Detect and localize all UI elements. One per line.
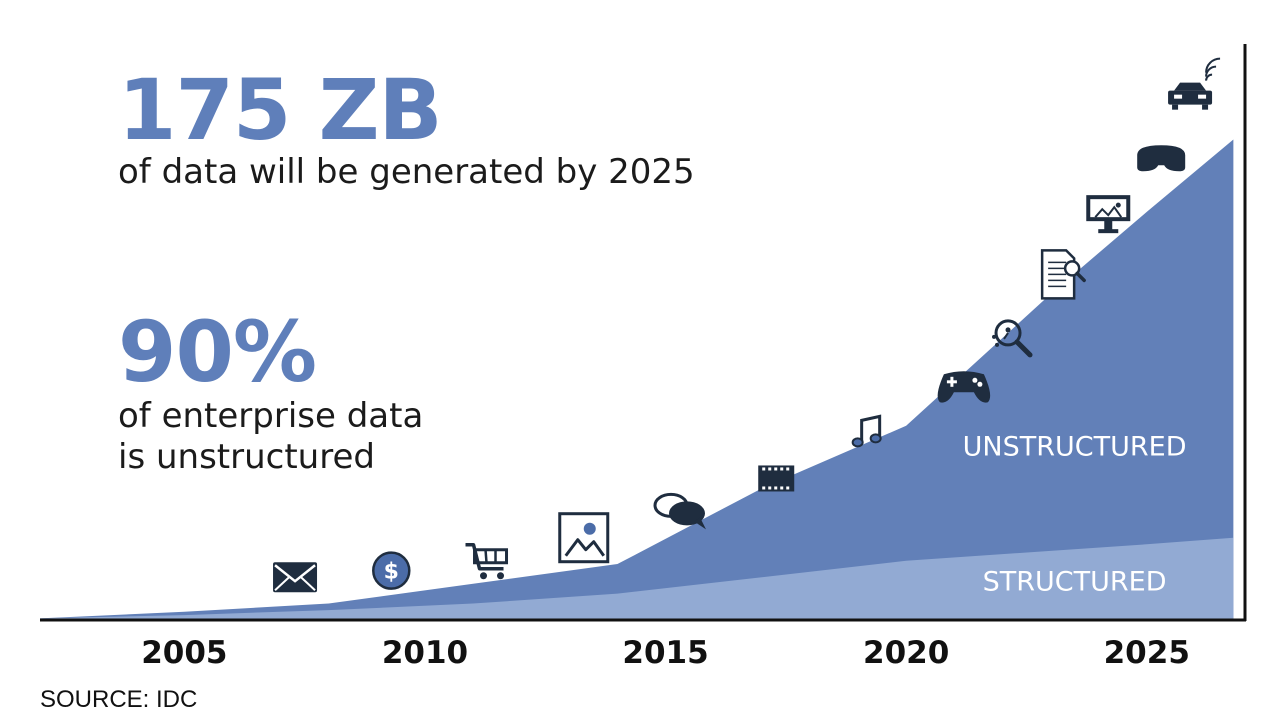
x-tick-label-2025: 2025 [1104,635,1190,671]
connected-car-icon [1168,57,1221,110]
music-note-icon [851,414,882,448]
speech-bubbles-icon [653,492,706,530]
vr-headset-icon [1137,145,1186,172]
series-label-structured: STRUCTURED [983,566,1167,597]
x-tick-label-2015: 2015 [622,635,708,671]
stat-90pct-caption-line-1: of enterprise data [118,396,424,436]
x-tick-label-2010: 2010 [382,635,468,671]
series-label-unstructured: UNSTRUCTURED [963,431,1187,462]
stat-90pct-caption: of enterprise data is unstructured [118,396,518,478]
x-tick-label-2005: 2005 [141,635,227,671]
area-structured [40,537,1234,620]
dollar-coin-icon: $ [372,551,411,590]
stat-90pct-caption-line-2: is unstructured [118,436,375,477]
area-unstructured [40,139,1234,621]
envelope-icon [273,562,318,593]
stat-175zb-caption: of data will be generated by 2025 [118,152,695,192]
film-strip-icon [758,465,795,492]
picture-icon [558,512,610,564]
x-tick-label-2020: 2020 [863,635,949,671]
document-search-icon [1040,249,1086,300]
source-credit: SOURCE: IDC [40,686,198,713]
billboard-icon [1086,195,1131,234]
stat-175zb-value: 175 ZB [118,61,443,159]
game-controller-icon [937,371,991,403]
svg-text:$: $ [384,560,399,585]
magnifier-search-icon [992,319,1033,358]
shopping-cart-icon [465,543,509,580]
stat-90pct-value: 90% [118,303,317,401]
